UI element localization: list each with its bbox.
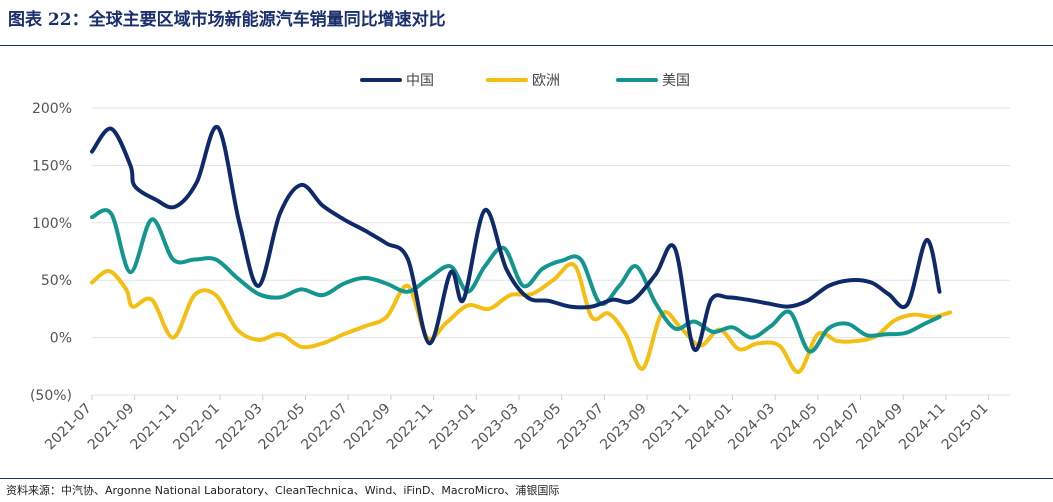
series-line-usa [90, 208, 942, 354]
x-axis [91, 395, 990, 400]
report-header: 图表 22：全球主要区域市场新能源汽车销量同比增速对比 [0, 0, 1053, 46]
legend: 中国 欧洲 美国 [360, 73, 690, 89]
y-tick-label: 200% [32, 101, 72, 117]
y-tick-label: 150% [32, 158, 72, 174]
series-line-europe [90, 262, 953, 374]
series-lines [90, 125, 953, 374]
y-tick-label: 100% [32, 216, 72, 232]
chart-title: 图表 22：全球主要区域市场新能源汽车销量同比增速对比 [8, 10, 446, 30]
y-tick-label: (50%) [30, 388, 72, 404]
x-tick-label: 2025-01 [939, 401, 992, 454]
footer-rule [0, 478, 1053, 479]
legend-label-usa: 美国 [662, 73, 690, 89]
y-tick-label: 0% [50, 331, 72, 347]
source-note: 资料来源：中汽协、Argonne National Laboratory、Cle… [6, 484, 560, 497]
y-axis-labels: (50%) 0% 50% 100% 150% 200% [30, 101, 72, 404]
series-line-china [90, 125, 942, 352]
legend-label-europe: 欧洲 [532, 73, 560, 89]
legend-label-china: 中国 [406, 73, 434, 89]
y-tick-label: 50% [41, 273, 72, 289]
gridlines [92, 107, 1010, 396]
x-axis-labels: 2021-072021-092021-112022-012022-032022-… [42, 401, 991, 454]
header-rule [0, 45, 1053, 46]
line-chart: (50%) 0% 50% 100% 150% 200% 2021-072021-09202… [30, 73, 1010, 454]
